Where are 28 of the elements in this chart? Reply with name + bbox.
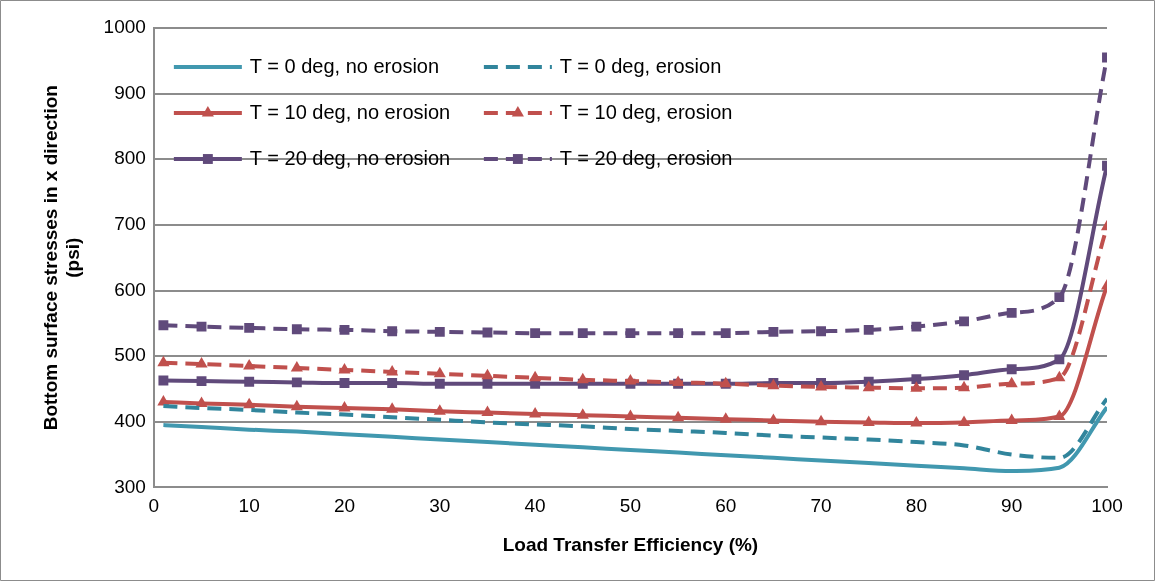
- x-tick-label: 80: [905, 495, 927, 517]
- line-series: [161, 405, 1107, 473]
- y-tick-label: 500: [114, 344, 146, 366]
- x-axis-title: Load Transfer Efficiency (%): [502, 533, 759, 555]
- y-tick-label: 300: [114, 475, 146, 497]
- y-tick-label: 800: [114, 147, 146, 169]
- x-tick-label: 70: [810, 495, 832, 517]
- legend-label: T = 0 deg, erosion: [559, 54, 722, 77]
- x-tick-label: 30: [429, 495, 451, 517]
- x-tick-label: 40: [524, 495, 546, 517]
- legend-label: T = 0 deg, no erosion: [249, 54, 440, 77]
- x-tick-label: 60: [715, 495, 737, 517]
- y-axis-title: Bottom surface stresses in x direction (psi): [39, 85, 84, 431]
- x-tick-label: 50: [619, 495, 641, 517]
- y-tick-label: 400: [114, 410, 146, 432]
- x-tick-label: 20: [333, 495, 356, 517]
- x-tick-label: 90: [1001, 495, 1023, 517]
- legend-label: T = 20 deg, erosion: [559, 146, 733, 169]
- legend-label: T = 10 deg, erosion: [559, 100, 733, 123]
- x-tick-label: 0: [148, 495, 160, 517]
- x-tick-label: 10: [238, 495, 260, 517]
- y-tick-label: 900: [114, 81, 146, 103]
- y-tick-label: 600: [114, 278, 146, 300]
- legend-label: T = 10 deg, no erosion: [249, 100, 451, 123]
- x-tick-label: 100: [1091, 495, 1123, 517]
- y-tick-label: 700: [114, 213, 146, 235]
- legend-label: T = 20 deg, no erosion: [249, 146, 451, 169]
- y-tick-label: 1000: [103, 16, 146, 38]
